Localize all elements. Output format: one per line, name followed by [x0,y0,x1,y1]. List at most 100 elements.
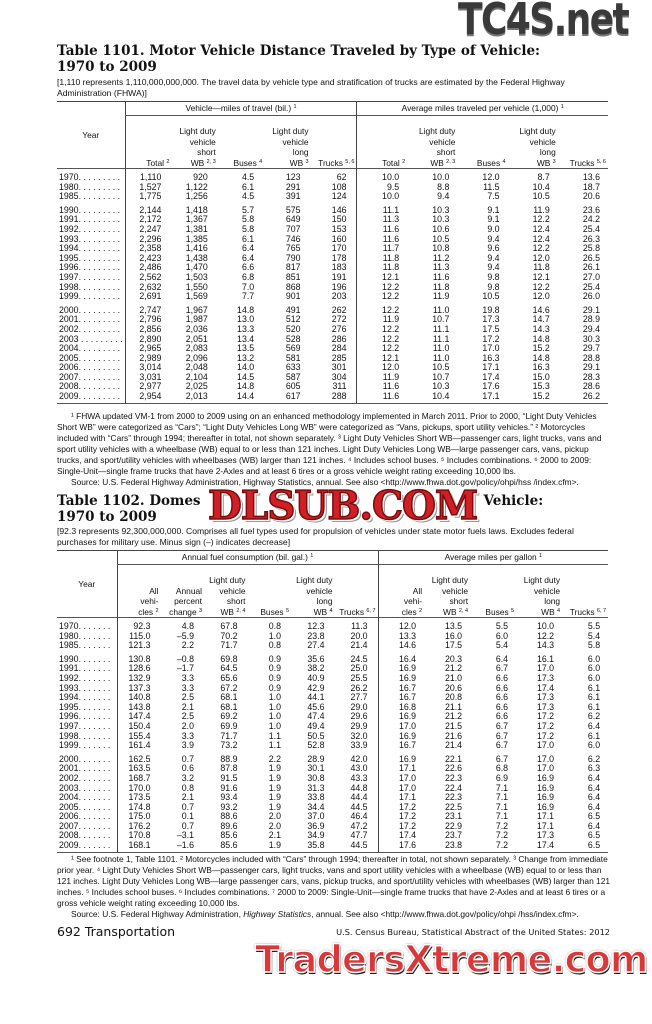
value-cell: 5.5 [587,621,601,631]
value-cell: 67.2 [220,682,238,693]
value-cell: 16.9 [377,664,425,674]
column-header: Trucks 6, 7 [334,564,379,618]
value-cell: 176.2 [116,821,161,832]
value-cell: 128.6 [116,664,161,674]
value-cell: 5.4 [587,630,601,641]
column-header-line: Buses 5 [485,606,515,617]
year-cell: 2001. . . . . . . [59,764,111,774]
value-cell: 633 [285,362,301,373]
table-row: 2001. . . . . . . 163.5 0.6 87.8 1.9 30.1 43.0… [57,764,608,774]
column-header: Light duty vehicle short WB 2, 3 [171,115,218,169]
value-cell: 20.0 [350,630,368,641]
value-cell: 160 [331,233,347,244]
value-cell: 16.9 [377,673,425,684]
value-cell: 16.9 [536,772,555,783]
value-cell: 12.2 [356,305,408,316]
column-header-line: Trucks 5, 6 [569,157,606,168]
table-1101-footnotes: ¹ FHWA updated VM-1 from 2000 to 2009 us… [57,411,602,476]
table-row: 2000. . . . . . . 162.5 0.7 88.9 2.2 28.9 42.0… [57,753,608,765]
table-row: 1970. . . . . . . . . 1,110 920 4.5 123 62 10.… [57,172,608,183]
table-row: 2006. . . . . . . . . 3,014 2,048 14.0 633 30… [57,363,608,373]
value-cell: 17.2 [536,711,555,722]
value-cell: 87.8 [220,763,238,774]
value-cell: 0.9 [268,672,281,683]
column-header-line: vehicle [429,136,456,147]
column-header: Light duty vehicle long WB 3 [264,115,311,169]
value-cell: 1,122 [185,181,208,192]
value-cell: 170.0 [116,783,161,794]
column-header: Trucks 6, 7 [562,564,609,618]
value-cell: 6.7 [495,730,509,741]
value-cell: 52.8 [307,740,325,751]
value-cell: 30.8 [307,772,325,783]
value-cell: 4.8 [181,621,194,631]
value-cell: 12.2 [356,292,408,302]
value-cell: 11.9 [356,372,408,383]
value-cell: 491 [285,304,301,315]
value-cell: 17.4 [377,831,425,842]
table-1102-source: Source: U.S. Federal Highway Administrat… [57,909,612,920]
value-cell: 65.6 [220,672,238,683]
value-cell: 2,747 [124,305,172,316]
value-cell: 35.6 [307,653,325,664]
spacer-row [57,617,608,622]
value-cell: 21.5 [444,720,463,731]
table-row: 1996. . . . . . . . . 2,486 1,470 6.6 817 183… [57,263,608,273]
value-cell: 11.3 [432,262,450,273]
value-cell: 14.8 [532,333,550,344]
year-cell: 1990. . . . . . . [59,654,111,664]
year-cell: 2004. . . . . . . [59,793,111,803]
column-header-line: WB 2, 4 [220,606,246,617]
group-header-right: Average miles traveled per vehicle (1,00… [356,101,608,116]
table-row: 2002. . . . . . . . . 2,856 2,036 13.3 520 27… [57,323,608,335]
value-cell: 10.3 [432,381,450,392]
column-header-line: Annual [175,585,202,596]
value-cell: 2,083 [185,343,208,354]
value-cell: 1,418 [185,204,208,215]
value-cell: 10.7 [432,371,450,382]
value-cell: 6.1 [587,682,601,693]
value-cell: 2.1 [268,830,281,841]
value-cell: 1,550 [185,281,208,292]
value-cell: 12.1 [356,272,408,283]
footnote-ref: 2, 4 [458,607,469,614]
value-cell: 1.0 [268,701,281,712]
value-cell: 901 [285,291,301,302]
footnote-ref: 4 [259,158,263,165]
value-cell: 11.9 [432,291,450,302]
value-cell: 7.0 [241,281,255,292]
value-cell: 16.9 [377,712,425,722]
value-cell: 21.4 [350,640,368,651]
year-header: Year [57,101,125,169]
footnote-ref: 1 [293,104,297,110]
value-cell: 6.6 [495,672,509,683]
title-line: 1970 to 2009 [57,59,157,75]
value-cell: 17.5 [482,323,500,334]
table-row: 1997. . . . . . . . . 2,562 1,503 6.8 851 191… [57,272,608,283]
year-cell: 1993. . . . . . . [59,683,111,693]
value-cell: 168.7 [116,773,161,784]
value-cell: 17.1 [482,362,500,373]
value-cell: 2,172 [124,215,172,225]
value-cell: 170.8 [116,831,161,842]
spacer-cell [124,301,172,306]
value-cell: 17.0 [536,753,555,764]
value-cell: 6.4 [587,720,601,731]
value-cell: 13.2 [237,352,255,363]
value-cell: 2,954 [124,391,172,404]
value-cell: 16.9 [536,782,555,793]
footnote-ref: 4 [329,607,333,614]
value-cell: 170 [331,243,347,254]
value-cell: 11.1 [356,205,408,216]
value-cell: 10.8 [432,243,450,254]
value-cell: 1.9 [268,801,281,812]
value-cell: 14.3 [532,323,550,334]
value-cell: 12.2 [356,343,408,354]
value-cell: 22.1 [444,753,463,764]
value-cell: 10.5 [532,191,550,202]
value-cell: 14.7 [532,314,550,325]
value-cell: 765 [285,243,301,254]
value-cell: 30.3 [582,333,600,344]
year-cell: 2003 . . . . . . . . . [59,334,123,344]
column-header-line: cles 2 [138,606,159,617]
